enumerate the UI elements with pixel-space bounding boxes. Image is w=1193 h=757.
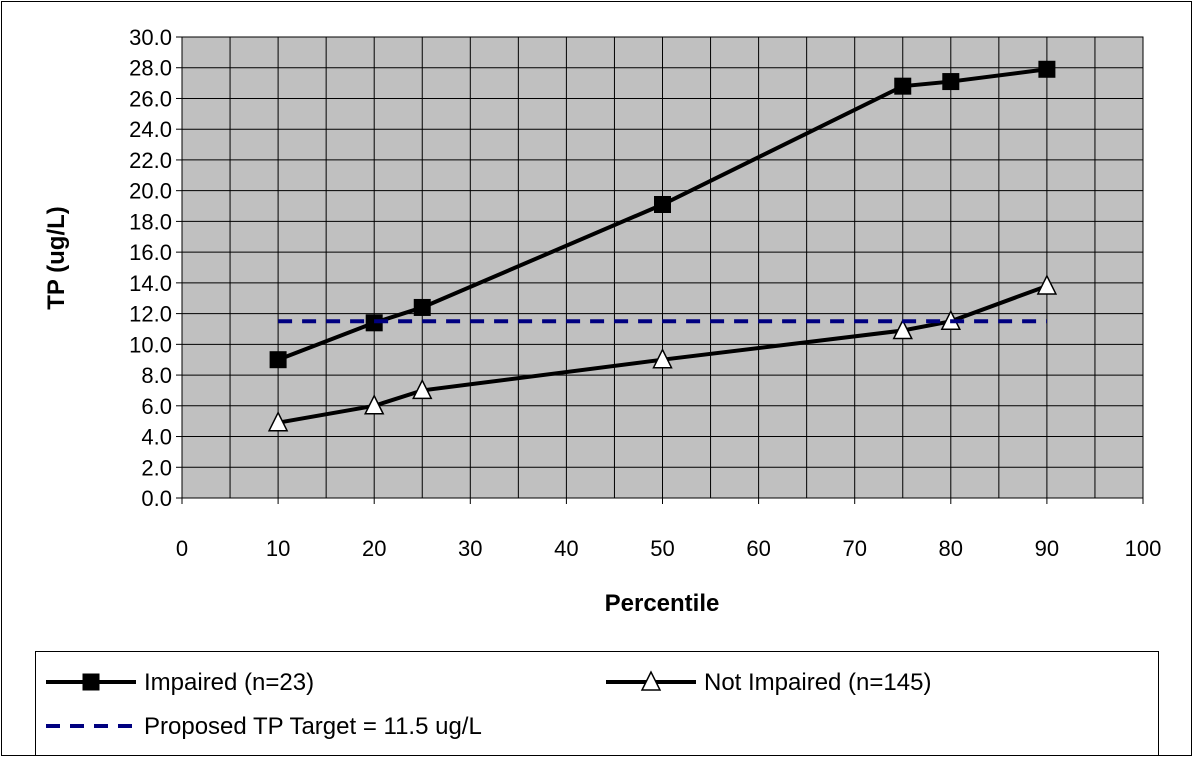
data-point [942,73,960,91]
data-point [654,195,671,213]
y-tick-label: 10.0 [129,332,172,357]
y-tick-label: 30.0 [129,25,172,50]
legend-marker [82,673,100,691]
y-tick-label: 18.0 [129,209,172,234]
y-tick-label: 6.0 [141,394,172,419]
data-point [894,77,912,95]
x-tick-label: 20 [362,536,386,561]
data-point [1038,60,1056,78]
legend: Impaired (n=23) Not Impaired (n=145) Propo… [35,651,1159,756]
gridlines [182,37,1143,498]
x-axis-title: Percentile [605,590,720,617]
y-tick-label: 26.0 [129,86,172,111]
x-axis-ticks: 0 10 20 30 40 50 60 70 80 90 100 [176,498,1161,561]
data-point [1036,274,1058,295]
x-tick-label: 70 [842,536,866,561]
x-tick-label: 60 [746,536,770,561]
y-axis-ticks: 0.0 2.0 4.0 6.0 8.0 10.0 12.0 14.0 16.0 18.0 20.0 2… [129,25,182,511]
y-tick-label: 22.0 [129,148,172,173]
series-layer [267,60,1058,432]
data-point [652,348,673,369]
y-tick-label: 20.0 [129,179,172,204]
y-tick-label: 4.0 [141,425,172,450]
y-tick-label: 16.0 [129,240,172,265]
x-tick-label: 50 [650,536,674,561]
data-point [269,351,287,369]
y-axis-title: TP (ug/L) [43,206,70,310]
x-tick-label: 30 [458,536,482,561]
data-point [413,298,431,316]
x-tick-label: 10 [266,536,290,561]
y-tick-label: 24.0 [129,117,172,142]
y-tick-label: 28.0 [129,56,172,81]
y-tick-label: 2.0 [141,455,172,480]
x-tick-label: 100 [1125,536,1162,561]
data-point [267,411,289,432]
legend-label: Not Impaired (n=145) [704,669,931,696]
data-point [892,318,913,340]
legend-item-3: Proposed TP Target = 11.5 ug/L [46,713,482,740]
y-tick-label: 0.0 [141,486,172,511]
x-tick-label: 90 [1035,536,1059,561]
legend-item-1: Impaired (n=23) [46,669,314,696]
y-tick-label: 12.0 [129,302,172,327]
legend-marker [640,670,662,691]
data-point [363,394,385,415]
data-point [412,378,433,400]
legend-label: Proposed TP Target = 11.5 ug/L [144,713,482,740]
x-tick-label: 40 [554,536,578,561]
legend-box [35,651,1159,756]
x-tick-label: 0 [176,536,188,561]
y-tick-label: 14.0 [129,271,172,296]
x-tick-label: 80 [939,536,963,561]
legend-item-2: Not Impaired (n=145) [606,669,931,696]
y-tick-label: 8.0 [141,363,172,388]
legend-label: Impaired (n=23) [144,669,314,696]
